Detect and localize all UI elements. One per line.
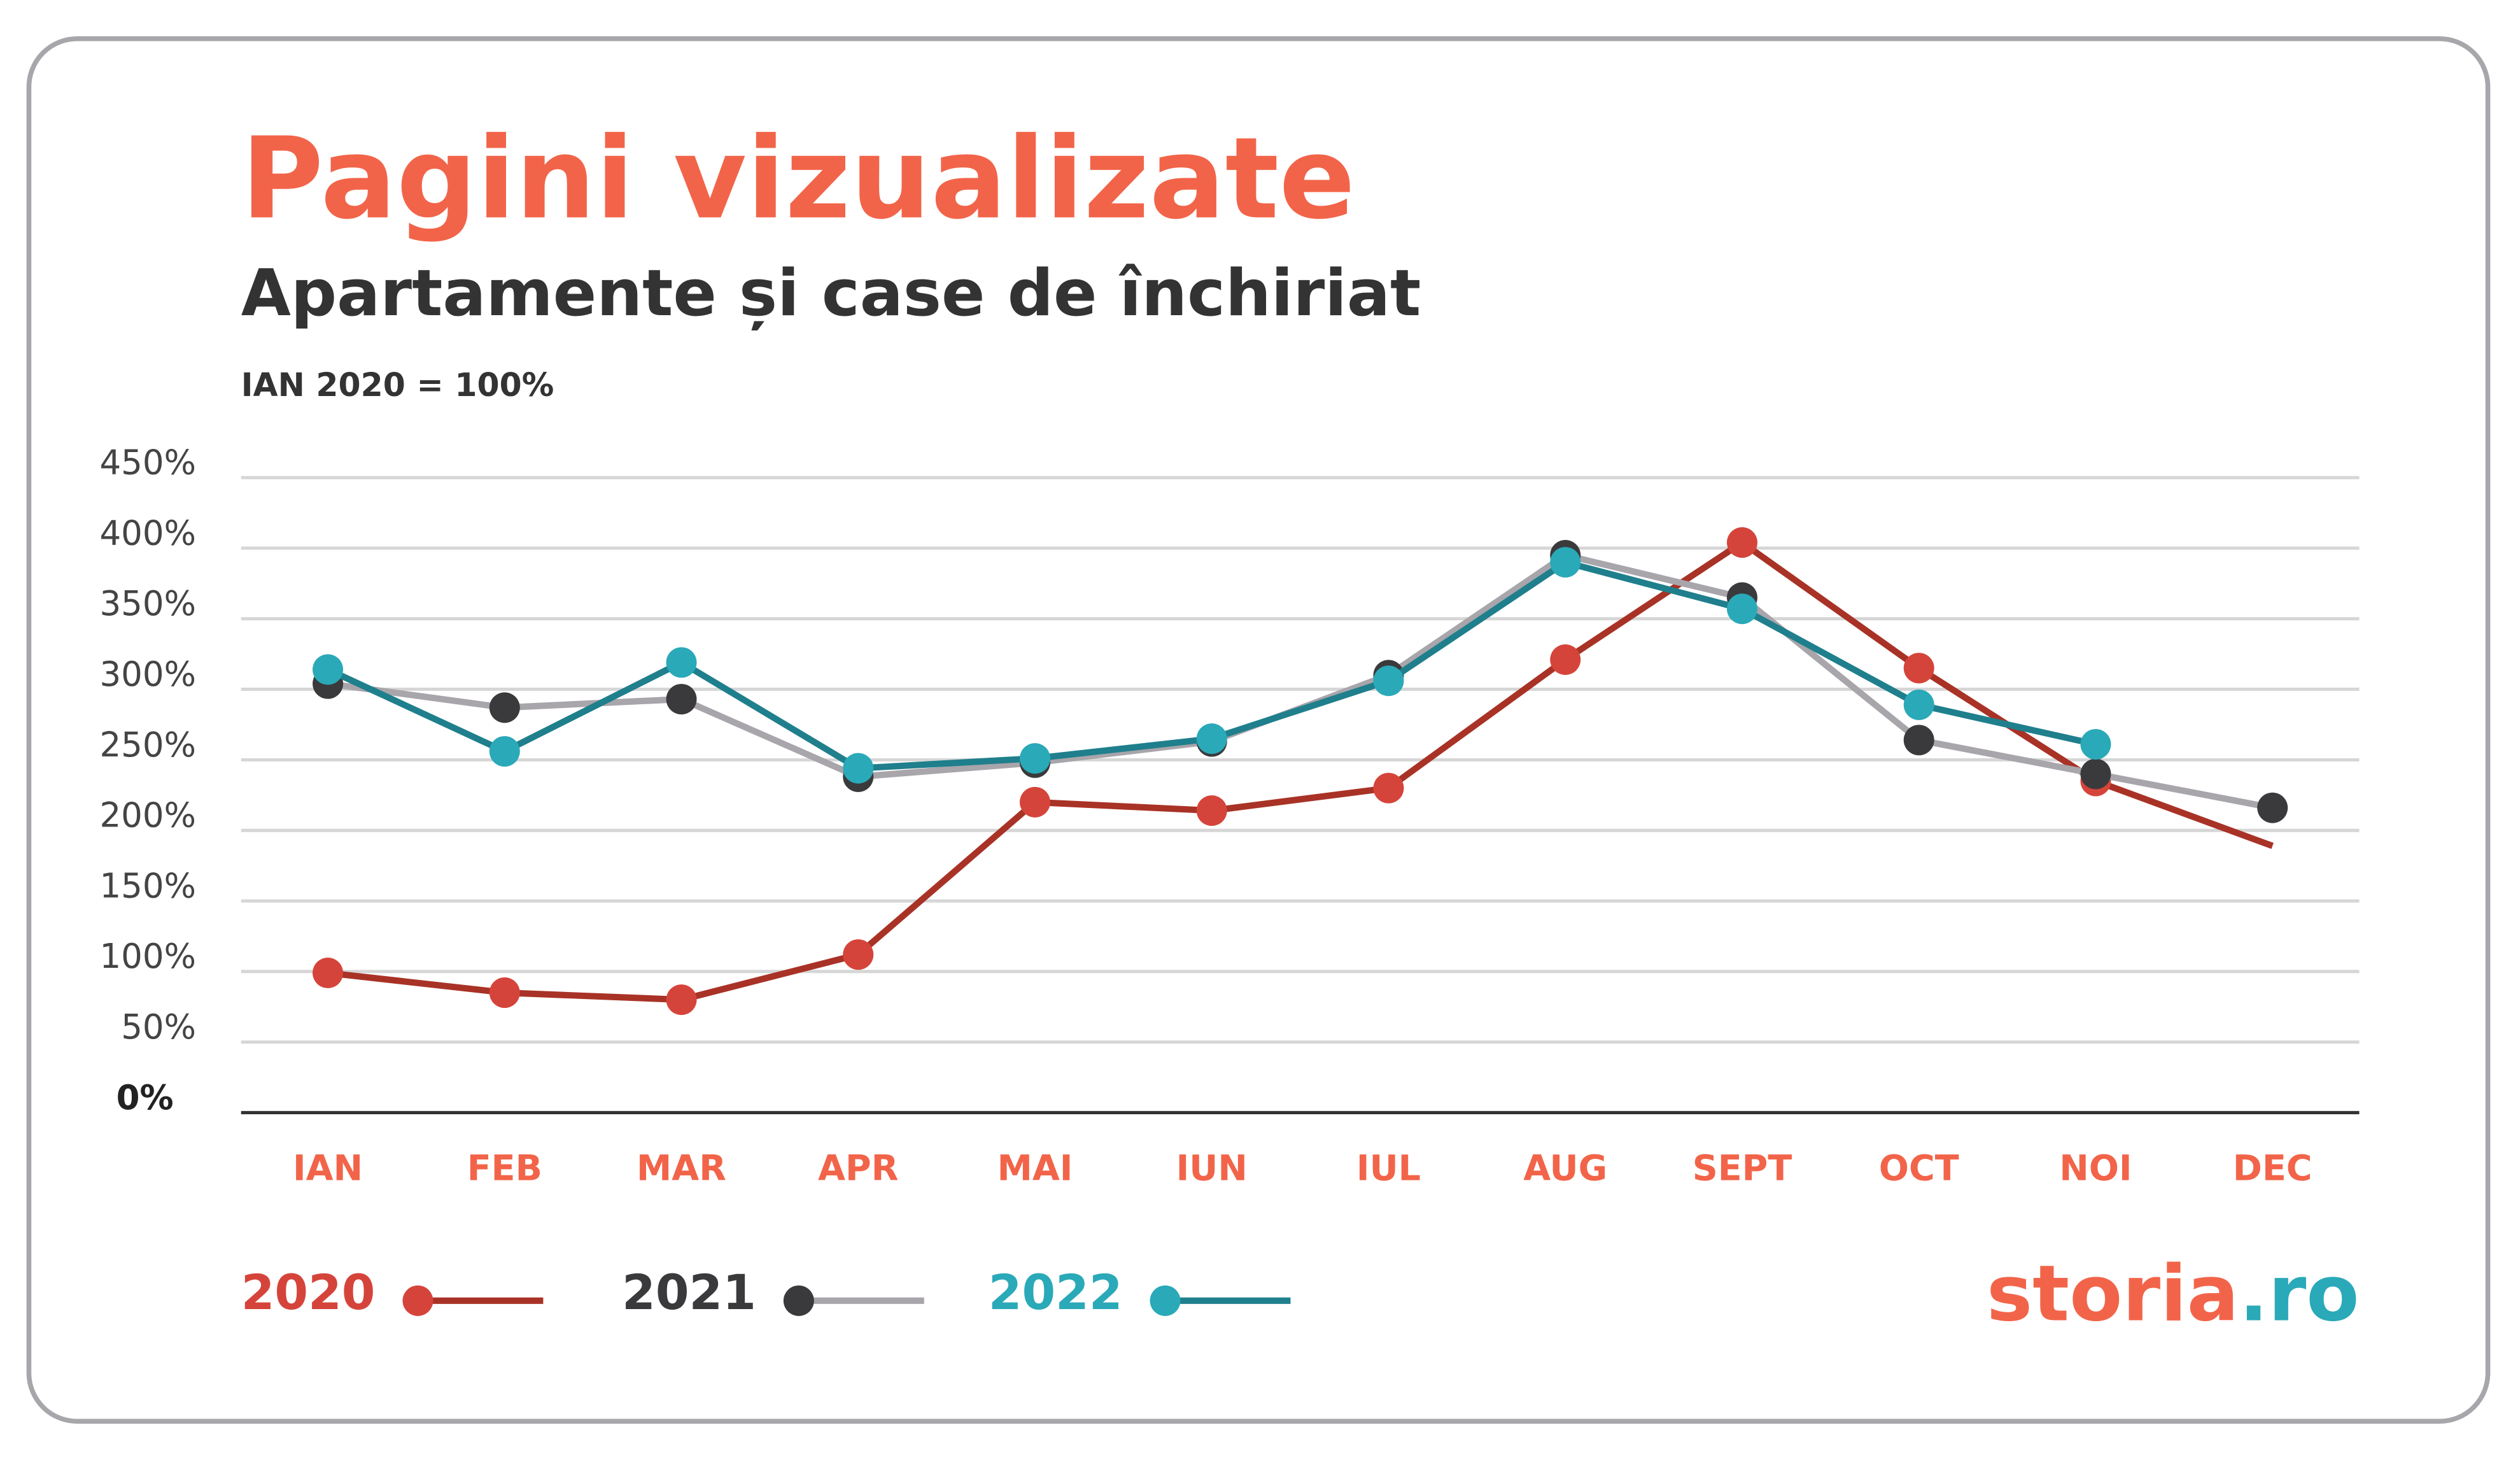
x-tick-label: IUN: [1176, 1147, 1248, 1189]
series-marker: [489, 692, 520, 723]
chart-title: Pagini vizualizate: [241, 113, 1355, 244]
series-marker: [843, 753, 874, 784]
x-tick-label: OCT: [1879, 1147, 1959, 1189]
series-marker: [843, 939, 874, 970]
x-tick-label: NOI: [2059, 1147, 2132, 1189]
series-marker: [313, 958, 344, 988]
y-tick-label: 300%: [99, 655, 196, 694]
x-tick-label: SEPT: [1693, 1147, 1792, 1189]
series-marker: [2080, 758, 2111, 790]
y-tick-label: 250%: [99, 725, 196, 765]
legend-marker: [402, 1285, 433, 1316]
x-tick-label: MAI: [997, 1147, 1073, 1189]
y-tick-label: 100%: [99, 937, 196, 976]
series-marker: [1726, 527, 1757, 558]
series-marker: [1373, 665, 1404, 697]
series-marker: [2080, 728, 2111, 760]
legend-label: 2020: [241, 1265, 376, 1321]
series-marker: [666, 684, 697, 715]
y-tick-label: 50%: [121, 1007, 196, 1047]
series-marker: [1550, 644, 1581, 675]
series-marker: [1020, 743, 1051, 774]
series-marker: [1726, 593, 1757, 625]
y-tick-label: 0%: [116, 1078, 174, 1117]
logo-suffix: .ro: [2239, 1249, 2359, 1338]
y-tick-label: 350%: [99, 584, 196, 623]
series-marker: [1196, 723, 1227, 755]
logo-main: storia: [1987, 1249, 2239, 1338]
logo: storia.ro: [1987, 1249, 2359, 1338]
series-marker: [1550, 547, 1581, 578]
y-tick-label: 150%: [99, 866, 196, 905]
x-tick-label: FEB: [467, 1147, 542, 1189]
x-tick-label: DEC: [2233, 1147, 2312, 1189]
x-tick-label: APR: [818, 1147, 898, 1189]
legend-marker: [783, 1285, 814, 1316]
series-marker: [489, 736, 520, 767]
series-marker: [1373, 772, 1404, 804]
legend-label: 2022: [989, 1265, 1123, 1321]
y-tick-label: 450%: [99, 443, 196, 483]
series-marker: [1903, 689, 1934, 720]
chart-note: IAN 2020 = 100%: [241, 366, 554, 404]
x-tick-label: MAR: [637, 1147, 726, 1189]
legend-label: 2021: [622, 1265, 756, 1321]
series-marker: [2257, 792, 2288, 823]
y-tick-label: 200%: [99, 796, 196, 835]
series-marker: [1903, 725, 1934, 756]
x-tick-label: IUL: [1356, 1147, 1421, 1189]
series-marker: [666, 984, 697, 1016]
series-marker: [1903, 653, 1934, 684]
chart-subtitle: Apartamente și case de închiriat: [241, 255, 1421, 330]
legend-marker: [1150, 1285, 1181, 1316]
series-marker: [1020, 786, 1051, 818]
series-marker: [1196, 795, 1227, 826]
x-tick-label: IAN: [293, 1147, 363, 1189]
series-marker: [489, 977, 520, 1009]
y-tick-label: 400%: [99, 513, 196, 553]
series-line: [327, 539, 2274, 1003]
frame: [26, 36, 2491, 1424]
series-marker: [313, 654, 344, 685]
series-marker: [666, 647, 697, 678]
x-tick-label: AUG: [1523, 1147, 1607, 1189]
